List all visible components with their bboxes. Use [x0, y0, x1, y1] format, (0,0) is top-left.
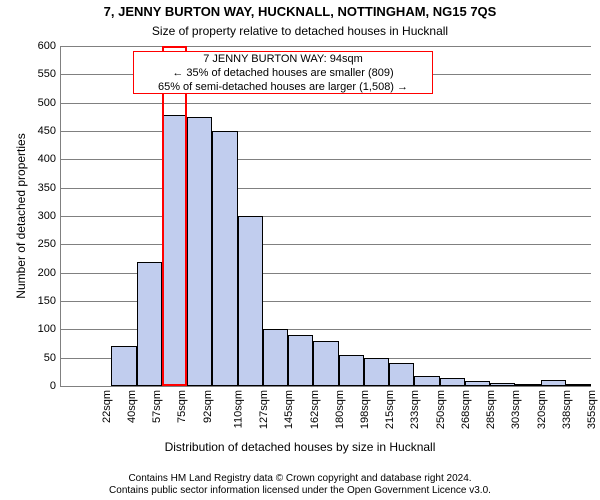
y-tick-label: 150 — [38, 295, 61, 307]
y-tick-label: 300 — [38, 210, 61, 222]
x-tick-label: 145sqm — [283, 390, 295, 429]
x-tick-label: 233sqm — [410, 390, 422, 429]
y-tick-label: 200 — [38, 267, 61, 279]
y-tick-label: 500 — [38, 97, 61, 109]
gridline — [61, 188, 591, 189]
histogram-bar — [414, 376, 439, 386]
gridline — [61, 216, 591, 217]
x-tick-label: 40sqm — [126, 390, 138, 423]
x-tick-label: 285sqm — [485, 390, 497, 429]
chart-subtitle: Size of property relative to detached ho… — [0, 24, 600, 38]
x-tick-label: 338sqm — [561, 390, 573, 429]
x-tick-label: 355sqm — [586, 390, 598, 429]
histogram-bar — [389, 363, 414, 386]
histogram-bar — [515, 384, 540, 386]
y-tick-label: 600 — [38, 40, 61, 52]
x-tick-label: 57sqm — [151, 390, 163, 423]
footer-line: Contains public sector information licen… — [0, 485, 600, 497]
x-tick-label: 268sqm — [460, 390, 472, 429]
histogram-bar — [288, 335, 313, 386]
histogram-bar — [313, 341, 338, 386]
annotation-box: 7 JENNY BURTON WAY: 94sqm← 35% of detach… — [133, 51, 433, 94]
histogram-bar — [137, 262, 162, 386]
y-tick-label: 550 — [38, 68, 61, 80]
y-tick-label: 100 — [38, 323, 61, 335]
y-tick-label: 400 — [38, 153, 61, 165]
histogram-bar — [364, 358, 389, 386]
histogram-bar — [465, 381, 490, 386]
histogram-bar — [187, 117, 212, 386]
footer-line: Contains HM Land Registry data © Crown c… — [0, 473, 600, 485]
x-tick-label: 22sqm — [101, 390, 113, 423]
histogram-bar — [566, 384, 591, 386]
figure: 7, JENNY BURTON WAY, HUCKNALL, NOTTINGHA… — [0, 0, 600, 500]
histogram-bar — [541, 380, 566, 386]
y-tick-label: 0 — [50, 380, 61, 392]
histogram-bar — [212, 131, 237, 386]
x-tick-label: 127sqm — [258, 390, 270, 429]
x-tick-label: 320sqm — [536, 390, 548, 429]
gridline — [61, 131, 591, 132]
histogram-bar — [490, 383, 515, 386]
x-tick-label: 162sqm — [309, 390, 321, 429]
y-tick-label: 450 — [38, 125, 61, 137]
y-axis-label: Number of detached properties — [14, 46, 28, 386]
plot-area: 05010015020025030035040045050055060022sq… — [60, 46, 591, 387]
gridline — [61, 386, 591, 387]
x-tick-label: 250sqm — [435, 390, 447, 429]
footer-attribution: Contains HM Land Registry data © Crown c… — [0, 473, 600, 497]
x-tick-label: 303sqm — [511, 390, 523, 429]
annotation-line: 65% of semi-detached houses are larger (… — [138, 81, 428, 95]
x-tick-label: 110sqm — [232, 390, 244, 428]
y-tick-label: 50 — [44, 352, 61, 364]
gridline — [61, 244, 591, 245]
x-tick-label: 215sqm — [384, 390, 396, 429]
x-tick-label: 92sqm — [202, 390, 214, 423]
x-tick-label: 180sqm — [334, 390, 346, 429]
y-tick-label: 250 — [38, 238, 61, 250]
gridline — [61, 103, 591, 104]
histogram-bar — [162, 115, 187, 386]
x-tick-label: 75sqm — [176, 390, 188, 423]
gridline — [61, 46, 591, 47]
histogram-bar — [111, 346, 136, 386]
x-tick-label: 198sqm — [359, 390, 371, 429]
annotation-line: ← 35% of detached houses are smaller (80… — [138, 67, 428, 81]
histogram-bar — [263, 329, 288, 386]
histogram-bar — [339, 355, 364, 386]
chart-title: 7, JENNY BURTON WAY, HUCKNALL, NOTTINGHA… — [0, 4, 600, 19]
histogram-bar — [440, 378, 465, 387]
gridline — [61, 159, 591, 160]
annotation-line: 7 JENNY BURTON WAY: 94sqm — [138, 53, 428, 67]
y-tick-label: 350 — [38, 182, 61, 194]
x-axis-label: Distribution of detached houses by size … — [0, 440, 600, 454]
histogram-bar — [238, 216, 263, 386]
